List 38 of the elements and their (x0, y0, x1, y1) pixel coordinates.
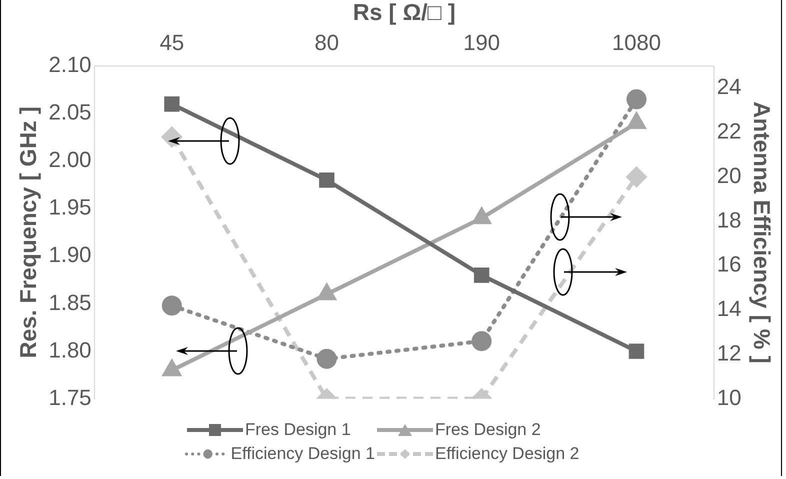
y2-tick-label: 24 (716, 74, 742, 100)
legend-label: Fres Design 1 (245, 420, 351, 440)
point (164, 96, 180, 112)
y-tick-label: 1.85 (48, 290, 92, 315)
y-axis-title: Res. Frequency [ GHz ] (15, 106, 42, 358)
x-tick-label: 190 (463, 30, 500, 55)
x2-axis-title: Rs [ Ω/□ ] (352, 0, 456, 26)
y2-tick-label: 14 (716, 296, 742, 322)
point (162, 296, 182, 316)
point (474, 268, 490, 283)
y-tick-label: 1.75 (48, 384, 92, 410)
y2-axis-title: Antenna Efficiency [ % ] (748, 101, 775, 364)
y-tick-label: 2.05 (48, 100, 92, 125)
y-tick-label: 2.00 (48, 147, 92, 172)
y-tick-label: 1.95 (48, 194, 92, 220)
y2-tick-label: 16 (716, 252, 742, 277)
y-tick-label: 2.10 (48, 52, 92, 78)
legend-label: Efficiency Design 1 (230, 444, 375, 464)
legend-label: Fres Design 2 (435, 420, 541, 440)
x-tick-label: 80 (314, 30, 339, 55)
point (319, 172, 334, 188)
x-tick-label: 45 (160, 30, 184, 55)
y2-tick-label: 10 (716, 384, 742, 410)
y2-tick-label: 22 (716, 118, 742, 144)
point (472, 208, 491, 224)
legend-label: Efficiency Design 2 (435, 444, 580, 464)
y-tick-label: 1.90 (48, 242, 92, 268)
point (318, 284, 336, 300)
point (626, 89, 646, 110)
y2-tick-label: 20 (716, 162, 742, 188)
y2-tick-label: 18 (716, 207, 742, 232)
point (626, 166, 646, 187)
x-tick-label: 1080 (612, 30, 661, 55)
point (162, 360, 181, 376)
y-tick-label: 1.80 (48, 337, 92, 362)
y2-tick-label: 12 (716, 340, 742, 366)
point (316, 348, 337, 369)
point (472, 331, 492, 352)
